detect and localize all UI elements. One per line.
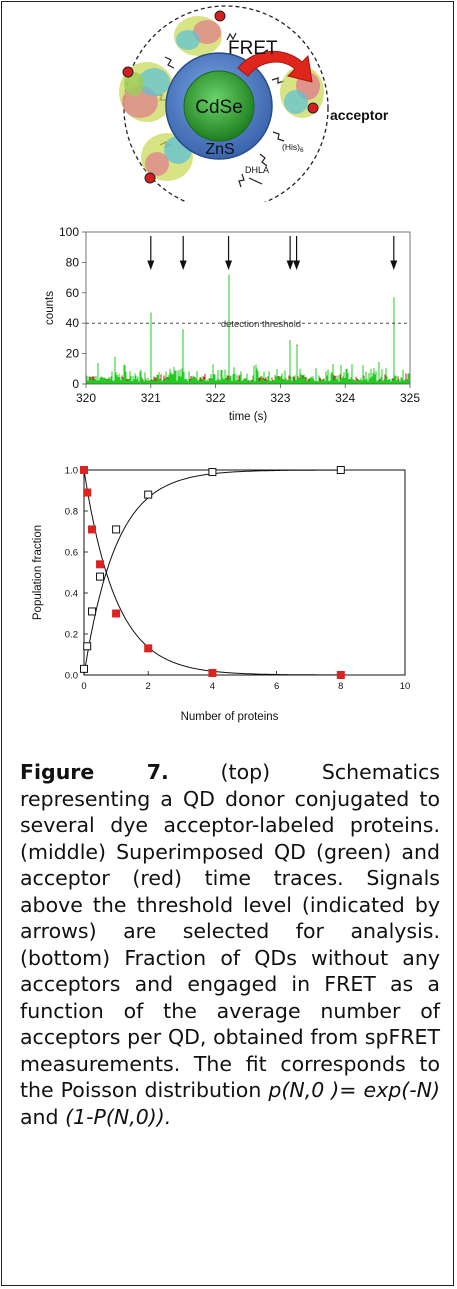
dye-dot-left bbox=[122, 66, 134, 78]
pop-y-tick-label: 0.6 bbox=[65, 548, 78, 559]
fret-arrow bbox=[237, 50, 313, 83]
selection-arrow-head bbox=[286, 260, 294, 270]
trace-x-tick-label: 322 bbox=[206, 391, 226, 405]
pop-x-tick-label: 0 bbox=[81, 681, 86, 692]
his-label: (His)6 bbox=[282, 142, 304, 154]
pop-x-tick-label: 2 bbox=[146, 681, 151, 692]
fret-fraction-point bbox=[112, 525, 121, 534]
fret-fraction-point bbox=[80, 664, 88, 673]
pop-x-tick-label: 6 bbox=[274, 681, 279, 692]
trace-x-tick-label: 323 bbox=[270, 391, 290, 405]
protein-left bbox=[119, 62, 175, 122]
fret-fraction-point bbox=[88, 607, 97, 616]
no-acceptor-fraction-point bbox=[112, 609, 121, 618]
acceptor-label: acceptor bbox=[330, 107, 389, 123]
caption-seg-1: p(N,0 )= exp(-N) bbox=[268, 1078, 440, 1102]
trace-y-tick-label: 80 bbox=[66, 255, 80, 269]
trace-y-tick-label: 40 bbox=[66, 316, 80, 330]
fret-fraction-point bbox=[83, 642, 92, 651]
pop-plot-area bbox=[83, 469, 406, 676]
no-acceptor-fraction-point bbox=[96, 560, 105, 569]
no-acceptor-fraction-point bbox=[83, 488, 92, 497]
trace-x-tick-label: 324 bbox=[335, 391, 355, 405]
outer-boundary bbox=[123, 5, 329, 202]
selection-arrow-head bbox=[147, 260, 155, 270]
trace-y-tick-label: 60 bbox=[66, 286, 80, 300]
trace-x-tick-label: 321 bbox=[141, 391, 161, 405]
pop-y-tick-label: 0.4 bbox=[65, 589, 78, 600]
pop-x-tick-label: 10 bbox=[400, 681, 411, 692]
fret-fraction-point bbox=[144, 490, 153, 499]
pop-y-tick-label: 1.0 bbox=[65, 466, 78, 477]
fit-curve-one-minus-exp bbox=[83, 469, 341, 676]
dye-dot-top bbox=[214, 10, 226, 22]
trace-x-tick-label: 325 bbox=[400, 391, 420, 405]
no-acceptor-fraction-point bbox=[80, 466, 88, 474]
selection-arrow-head bbox=[225, 260, 233, 270]
trace-y-tick-label: 0 bbox=[72, 377, 79, 391]
core-label: CdSe bbox=[195, 97, 243, 118]
trace-y-tick-label: 20 bbox=[66, 347, 80, 361]
fret-label: FRET bbox=[228, 38, 278, 59]
no-acceptor-fraction-point bbox=[208, 668, 217, 677]
dhla-label: DHLA bbox=[245, 165, 269, 175]
trace-plot-area bbox=[85, 231, 411, 385]
selection-arrow-head bbox=[293, 260, 301, 270]
selection-arrow-head bbox=[390, 260, 398, 270]
no-acceptor-fraction-point bbox=[88, 525, 97, 534]
fret-fraction-point bbox=[96, 572, 105, 581]
fret-fraction-point bbox=[208, 468, 217, 477]
trace-y-axis-label: counts bbox=[44, 291, 56, 325]
dye-dot-right bbox=[307, 102, 319, 114]
trace-x-tick-label: 320 bbox=[76, 391, 96, 405]
fret-fraction-point bbox=[336, 466, 345, 474]
fit-curve-exp bbox=[83, 469, 341, 676]
pop-x-tick-label: 8 bbox=[338, 681, 343, 692]
selection-arrow-head bbox=[179, 260, 187, 270]
no-acceptor-fraction-point bbox=[336, 671, 345, 679]
pop-y-axis-label: Population fraction bbox=[32, 525, 44, 620]
caption-seg-0: (top) Schematics representing a QD donor… bbox=[20, 760, 440, 1102]
pop-y-tick-label: 0.8 bbox=[65, 507, 78, 518]
pop-x-axis-label: Number of proteins bbox=[181, 711, 279, 723]
cdse-core bbox=[183, 70, 255, 142]
population-fraction-chart: 0.0 0.2 0.4 0.6 0.8 1.0 0 2 4 6 8 10 Number of pro… bbox=[32, 466, 411, 724]
caption-seg-3: (1-P(N,0)). bbox=[65, 1104, 172, 1129]
detection-threshold-label: detection threshold bbox=[221, 319, 301, 330]
caption-seg-2: and bbox=[20, 1104, 66, 1129]
trace-x-axis-label: time (s) bbox=[229, 411, 268, 423]
no-acceptor-fraction-point bbox=[144, 644, 153, 653]
pop-x-tick-label: 4 bbox=[210, 681, 215, 692]
qd-schematic: CdSe ZnS FRET acceptor (His)6 DHLA bbox=[119, 5, 389, 202]
dye-dot-bottom bbox=[144, 172, 156, 184]
protein-top bbox=[174, 16, 222, 56]
figure-label: Figure 7. bbox=[20, 760, 169, 784]
pop-y-tick-label: 0.0 bbox=[65, 671, 78, 682]
time-trace-chart: 0 20 40 60 80 100 320 321 322 323 324 325 detectio… bbox=[44, 225, 420, 423]
pop-y-tick-label: 0.2 bbox=[65, 630, 78, 641]
shell-label: ZnS bbox=[205, 141, 234, 158]
figure-caption: Figure 7. (top) Schematics representing … bbox=[20, 759, 440, 1130]
trace-y-tick-label: 100 bbox=[59, 225, 79, 239]
